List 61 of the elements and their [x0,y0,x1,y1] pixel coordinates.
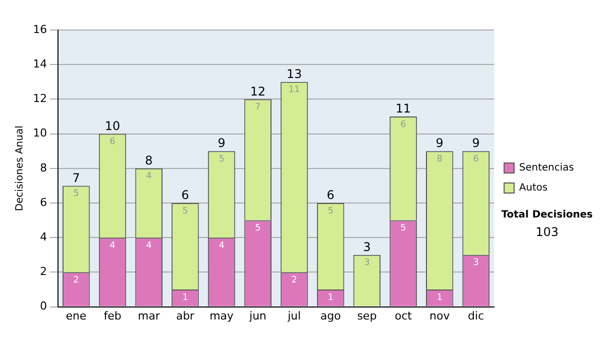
x-tick-label: may [210,309,234,322]
y-tick-label: 2 [40,265,47,278]
data-label: 4 [146,172,152,182]
data-label: 8 [436,154,443,164]
y-tick-label: 12 [32,92,47,106]
data-label: 1 [436,292,442,303]
total-label: 10 [104,118,120,133]
data-label: 2 [291,276,298,286]
total-label: 8 [145,154,153,168]
x-tick-label: abr [176,309,195,322]
total-label: 7 [72,170,80,185]
data-label: 1 [328,292,334,303]
x-tick-label: jul [286,309,301,322]
total-label: 9 [472,136,480,150]
total-label: 13 [286,67,302,82]
data-label: 6 [473,154,480,164]
text: Total Decisiones [501,210,593,221]
y-axis-title: Decisiones Anual [14,126,26,212]
total-label: 9 [436,136,444,150]
data-label: 3 [364,258,370,268]
x-tick-label: mar [138,309,160,322]
legend-label: Autos [519,182,548,194]
data-label: 4 [146,240,152,251]
data-label: 5 [255,224,261,234]
y-tick-label: 10 [32,126,47,140]
total-label: 3 [363,240,371,254]
x-tick-label: ago [320,309,342,322]
total-label: 9 [218,136,226,150]
data-label: 11 [288,85,300,96]
x-tick-label: sep [357,309,377,322]
x-tick-label: oct [394,309,413,322]
x-tick-label: feb [104,309,122,322]
total-label: 11 [396,102,411,116]
y-tick-label: 4 [40,230,47,244]
data-label: 5 [182,206,188,216]
data-label: 4 [218,240,225,251]
x-tick-label: ene [66,309,87,322]
data-label: 4 [110,240,116,251]
data-label: 5 [400,224,406,234]
text: 103 [536,225,559,240]
total-label: 6 [181,188,190,202]
data-label: 5 [73,189,80,200]
x-tick-label: dic [468,309,484,322]
y-tick-label: 8 [40,161,47,174]
data-label: 1 [182,292,188,303]
data-label: 3 [473,258,479,268]
x-tick-label: nov [430,309,450,322]
legend-label: Sentencias [519,162,574,174]
total-label: 6 [326,188,334,202]
data-label: 5 [328,206,334,216]
y-tick-label: 16 [32,22,47,36]
data-label: 6 [110,137,116,148]
total-label: 12 [250,84,266,98]
data-label: 5 [218,154,224,164]
data-label: 2 [73,276,80,286]
x-tick-label: jun [248,309,266,322]
y-tick-label: 0 [40,300,47,313]
data-label: 6 [400,120,406,130]
y-tick-label: 14 [32,57,47,70]
data-label: 7 [255,102,261,113]
y-tick-label: 6 [40,196,47,209]
